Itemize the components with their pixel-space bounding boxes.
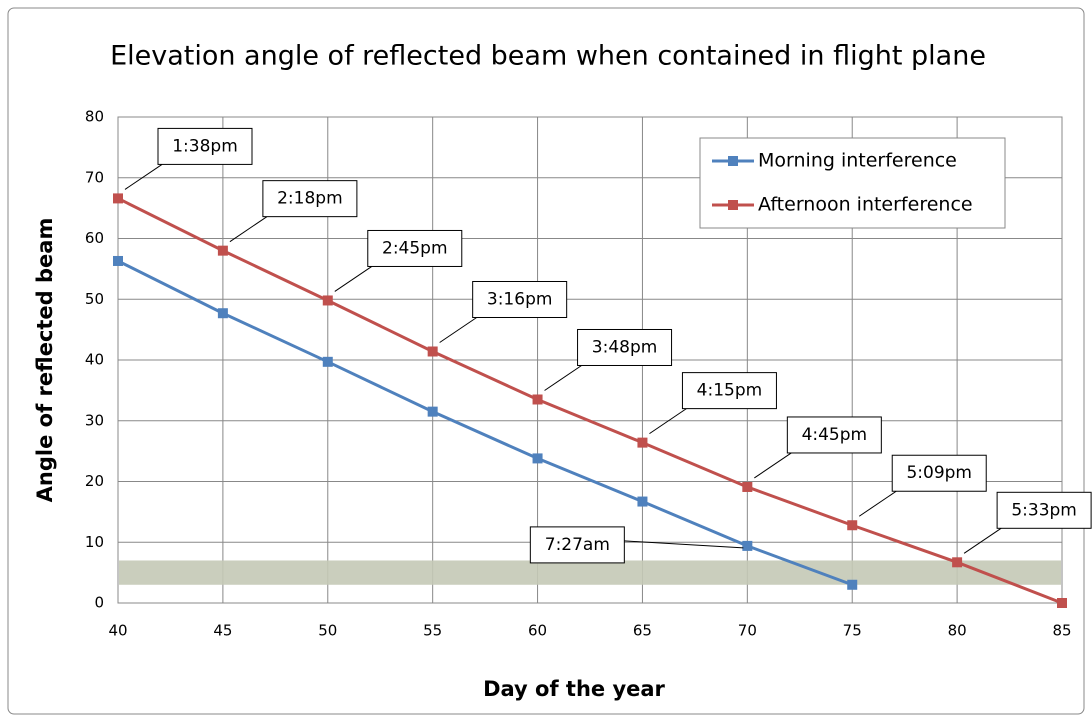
marker — [637, 437, 648, 448]
callout-leader — [858, 490, 897, 517]
callout-leader — [229, 216, 268, 243]
callout-leader — [624, 540, 744, 549]
callout-label: 2:18pm — [277, 189, 343, 209]
x-axis-label: Day of the year — [483, 677, 665, 701]
legend-marker — [728, 200, 738, 210]
marker — [532, 394, 543, 405]
y-tick-label: 50 — [85, 290, 104, 308]
callout-box — [367, 229, 463, 267]
marker — [637, 496, 648, 507]
callout-leader — [334, 266, 373, 292]
x-tick-label: 50 — [318, 622, 337, 640]
y-tick-label: 10 — [85, 533, 104, 551]
callout-leader — [963, 527, 1002, 554]
callout-label: 3:16pm — [487, 289, 553, 309]
marker — [427, 406, 438, 417]
callout-box — [529, 526, 625, 564]
callout-leader — [649, 408, 687, 435]
x-tick-label: 70 — [738, 622, 757, 640]
series-line — [117, 259, 853, 587]
marker — [113, 193, 123, 204]
x-tick-label: 55 — [423, 622, 442, 640]
y-tick-label: 60 — [85, 229, 104, 247]
legend-marker — [728, 156, 738, 166]
x-tick-label: 40 — [108, 622, 127, 640]
band — [119, 560, 1061, 585]
marker — [847, 520, 858, 531]
x-tick-label: 45 — [213, 622, 232, 640]
callout-label: 3:48pm — [592, 337, 658, 357]
callout-box — [996, 491, 1092, 529]
legend-box — [699, 137, 1006, 229]
callout-label: 2:45pm — [382, 238, 448, 258]
marker — [217, 245, 228, 256]
marker — [113, 255, 123, 266]
marker — [322, 356, 333, 367]
callout-leader — [754, 452, 792, 479]
y-tick-label: 80 — [85, 108, 104, 126]
callout-box — [157, 127, 253, 165]
callout-label: 7:27am — [545, 535, 610, 555]
legend-label: Afternoon interference — [758, 194, 973, 216]
y-axis-label: Angle of reflected beam — [33, 218, 57, 503]
y-tick-label: 20 — [85, 472, 104, 490]
callout-leader — [439, 317, 477, 343]
marker — [952, 557, 963, 568]
x-tick-label: 80 — [948, 622, 967, 640]
marker — [847, 579, 858, 590]
x-tick-label: 60 — [528, 622, 547, 640]
marker — [427, 346, 438, 357]
callout-leader — [544, 365, 582, 391]
callout-label: 5:09pm — [906, 463, 972, 483]
y-tick-label: 70 — [85, 168, 104, 186]
callout-box — [891, 454, 987, 492]
callout-box — [577, 328, 673, 366]
marker — [322, 295, 333, 306]
marker — [742, 481, 753, 492]
series-line — [117, 197, 1063, 605]
x-tick-label: 85 — [1052, 622, 1071, 640]
callout-box — [472, 280, 568, 318]
callout-box — [786, 416, 882, 454]
callout-label: 4:45pm — [802, 425, 868, 445]
chart-title: Elevation angle of reflected beam when c… — [110, 41, 986, 72]
y-tick-label: 0 — [94, 594, 104, 612]
x-tick-label: 65 — [633, 622, 652, 640]
callout-box — [262, 180, 358, 218]
marker — [742, 540, 753, 551]
marker — [217, 308, 228, 319]
callout-label: 5:33pm — [1011, 500, 1077, 520]
legend-label: Morning interference — [758, 150, 957, 172]
marker — [1057, 598, 1067, 608]
callout-label: 4:15pm — [697, 381, 763, 401]
y-tick-label: 40 — [85, 351, 104, 369]
callout-label: 1:38pm — [172, 136, 238, 156]
x-tick-label: 75 — [843, 622, 862, 640]
marker — [532, 453, 543, 464]
callout-leader — [124, 163, 163, 190]
callout-box — [681, 372, 777, 410]
y-tick-label: 30 — [85, 411, 104, 429]
